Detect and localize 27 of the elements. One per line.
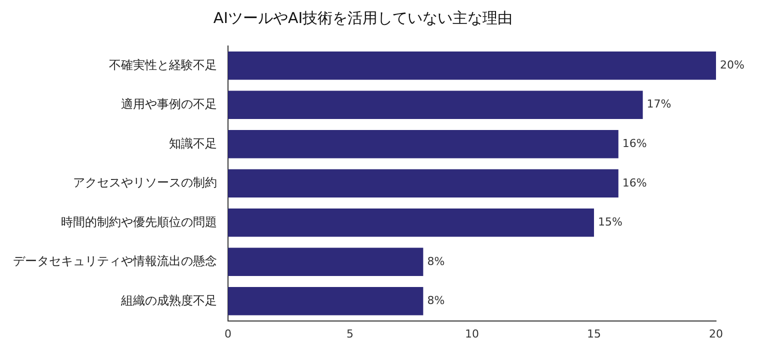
x-tick-label: 5 — [346, 327, 354, 340]
data-label: 16% — [622, 176, 647, 190]
bar — [228, 169, 618, 198]
y-tick-label: 知識不足 — [169, 136, 217, 150]
bar — [228, 287, 424, 316]
data-label: 15% — [598, 216, 622, 229]
y-tick-label: データセキュリティや情報流出の懸念 — [13, 254, 217, 268]
bar — [228, 51, 716, 80]
x-tick-label: 0 — [224, 327, 232, 340]
bar — [228, 248, 424, 276]
data-label: 8% — [427, 254, 445, 268]
bar — [228, 130, 618, 158]
bar — [228, 90, 643, 120]
data-label: 17% — [646, 98, 672, 111]
data-label: 16% — [622, 137, 647, 150]
y-tick-label: 時間的制約や優先順位の問題 — [61, 214, 217, 229]
y-tick-label: 適用や事例の不足 — [121, 97, 217, 112]
x-tick-label: 20 — [709, 327, 723, 340]
y-tick-label: 組織の成熟度不足 — [120, 293, 217, 308]
chart-title: AIツールやAI技術を活用していない主な理由 — [213, 8, 513, 27]
x-tick-label: 15 — [587, 327, 601, 340]
x-tick-label: 10 — [465, 327, 479, 340]
data-label: 20% — [720, 58, 744, 72]
bar — [228, 208, 594, 237]
y-tick-label: 不確実性と経験不足 — [109, 58, 217, 72]
y-tick-label: アクセスやリソースの制約 — [73, 176, 217, 190]
data-label: 8% — [427, 294, 445, 308]
